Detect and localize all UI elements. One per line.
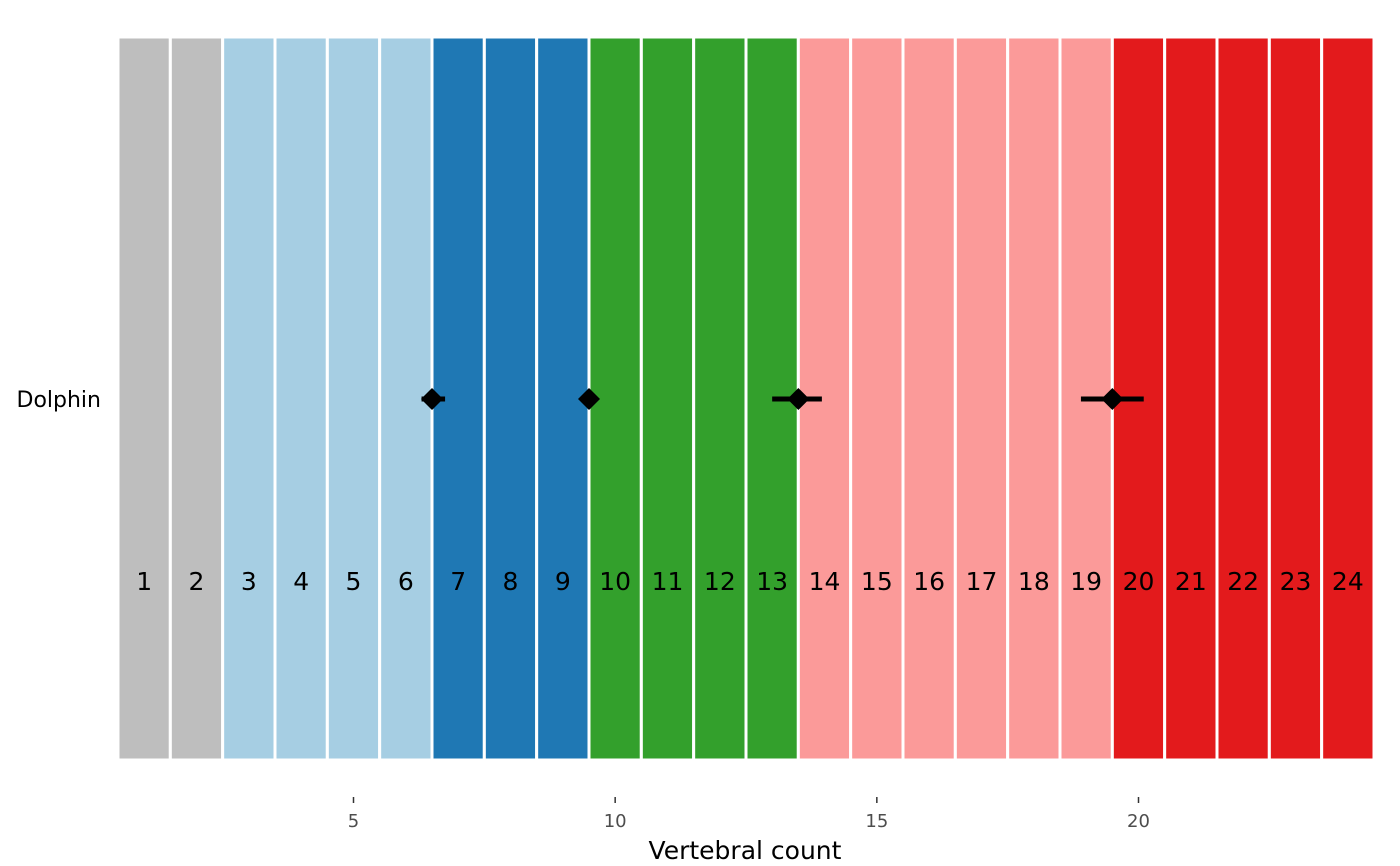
- vertebra-tiles: [116, 35, 1376, 762]
- vertebra-tile-15: [849, 35, 905, 762]
- vertebra-label-18: 18: [1018, 567, 1050, 596]
- x-tick-label-10: 10: [604, 811, 627, 832]
- vertebra-label-9: 9: [555, 567, 571, 596]
- vertebra-tile-2: [168, 35, 225, 762]
- x-tick-label-15: 15: [865, 811, 888, 832]
- vertebra-tile-3: [221, 35, 277, 762]
- breakpoint-1: [421, 388, 446, 410]
- vertebra-tile-12: [692, 35, 748, 762]
- vertebra-tile-4: [273, 35, 329, 762]
- breakpoint-4: [1080, 388, 1144, 410]
- vertebra-label-20: 20: [1123, 567, 1155, 596]
- x-tick-label-20: 20: [1127, 811, 1150, 832]
- vertebra-label-15: 15: [861, 567, 893, 596]
- vertebra-label-6: 6: [398, 567, 414, 596]
- breakpoint-point-4: [1101, 388, 1124, 410]
- vertebra-tile-18: [1006, 35, 1062, 762]
- y-axis: Dolphin: [17, 388, 101, 413]
- vertebra-tile-5: [325, 35, 382, 762]
- breakpoint-3: [772, 388, 822, 410]
- x-tick-label-5: 5: [348, 811, 359, 832]
- vertebra-label-14: 14: [809, 567, 841, 596]
- vertebra-label-1: 1: [136, 567, 152, 596]
- vertebra-tile-24: [1320, 35, 1376, 762]
- vertebra-label-13: 13: [756, 567, 788, 596]
- breakpoint-2: [578, 388, 600, 410]
- vertebra-label-21: 21: [1175, 567, 1207, 596]
- vertebra-label-17: 17: [966, 567, 998, 596]
- vertebra-label-8: 8: [503, 567, 519, 596]
- vertebra-tile-11: [639, 35, 696, 762]
- vertebra-tile-17: [953, 35, 1010, 762]
- vertebra-label-3: 3: [241, 567, 257, 596]
- breakpoint-point-1: [421, 388, 443, 410]
- breakpoint-point-2: [578, 388, 600, 410]
- x-axis: 5 10 15 20: [348, 797, 1150, 832]
- vertebra-tile-8: [482, 35, 539, 762]
- x-axis-title: Vertebral count: [649, 836, 842, 865]
- vertebra-tile-22: [1215, 35, 1271, 762]
- vertebra-label-10: 10: [599, 567, 631, 596]
- vertebra-label-24: 24: [1332, 567, 1364, 596]
- vertebra-label-5: 5: [346, 567, 362, 596]
- vertebra-tile-21: [1163, 35, 1219, 762]
- vertebra-label-23: 23: [1280, 567, 1312, 596]
- vertebra-label-7: 7: [450, 567, 466, 596]
- vertebra-label-2: 2: [189, 567, 205, 596]
- vertebra-label-11: 11: [652, 567, 684, 596]
- vertebra-label-4: 4: [293, 567, 309, 596]
- vertebra-label-12: 12: [704, 567, 736, 596]
- vertebra-tile-16: [901, 35, 957, 762]
- vertebra-labels: 1 2 3 4 5 6 7 8 9 10 11 12 13 14 15 16 17 18 19 20 21 22 23 24: [136, 567, 1364, 596]
- vertebra-tile-23: [1267, 35, 1324, 762]
- vertebra-label-16: 16: [913, 567, 945, 596]
- y-tick-label-dolphin: Dolphin: [17, 388, 101, 413]
- vertebra-tile-1: [116, 35, 172, 762]
- breakpoint-point-3: [787, 388, 810, 410]
- vertebra-label-22: 22: [1227, 567, 1259, 596]
- vertebra-label-19: 19: [1070, 567, 1102, 596]
- breakpoint-markers: [421, 388, 1144, 410]
